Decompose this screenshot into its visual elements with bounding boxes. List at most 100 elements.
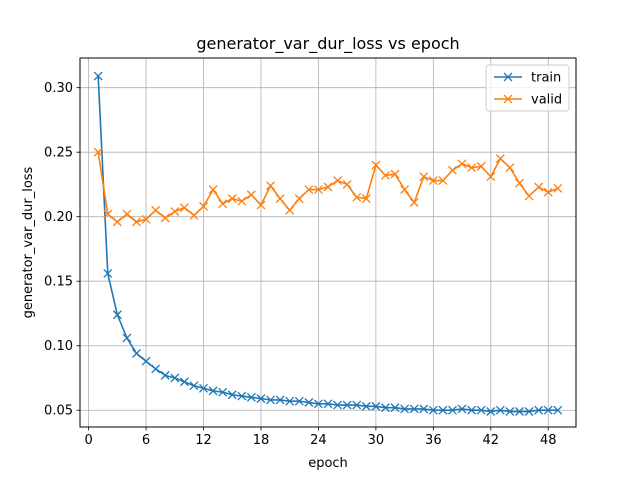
data-point-train bbox=[323, 399, 333, 409]
data-point-train bbox=[218, 387, 228, 397]
data-point-valid bbox=[457, 159, 467, 169]
y-tick-label: 0.20 bbox=[44, 210, 73, 225]
data-point-valid bbox=[256, 200, 266, 210]
data-point-train bbox=[103, 269, 113, 278]
data-point-train bbox=[285, 396, 295, 406]
data-point-valid bbox=[285, 205, 295, 215]
data-point-train bbox=[170, 373, 180, 383]
data-point-valid bbox=[237, 196, 247, 206]
data-point-train bbox=[371, 401, 381, 411]
data-point-valid bbox=[333, 176, 343, 186]
data-point-valid bbox=[495, 154, 505, 164]
y-tick-label: 0.30 bbox=[44, 81, 73, 96]
data-point-valid bbox=[505, 163, 515, 173]
plot-frame bbox=[79, 57, 577, 428]
data-point-train bbox=[524, 407, 534, 416]
data-point-valid bbox=[448, 165, 457, 175]
data-point-train bbox=[151, 364, 161, 374]
data-point-valid bbox=[189, 210, 199, 220]
data-point-train bbox=[208, 386, 218, 396]
x-axis-ticks: 0 6 12 18 24 30 36 42 48 bbox=[84, 427, 557, 448]
y-tick-label: 0.15 bbox=[44, 275, 73, 290]
data-point-train bbox=[160, 370, 170, 380]
data-point-valid bbox=[380, 170, 390, 180]
data-point-valid bbox=[342, 179, 352, 189]
data-point-train bbox=[438, 405, 448, 415]
data-point-train bbox=[448, 405, 457, 415]
data-point-valid bbox=[553, 183, 563, 193]
chart-title: generator_var_dur_loss vs epoch bbox=[196, 34, 459, 54]
data-point-valid bbox=[313, 185, 323, 195]
data-point-valid bbox=[170, 207, 180, 216]
legend-entry-valid: valid bbox=[494, 93, 562, 108]
x-tick-label: 30 bbox=[368, 433, 385, 448]
data-point-train bbox=[266, 395, 276, 405]
data-point-train bbox=[189, 381, 199, 391]
data-point-valid bbox=[400, 185, 410, 195]
data-point-valid bbox=[93, 147, 103, 157]
y-tick-label: 0.10 bbox=[44, 339, 73, 354]
x-tick-label: 0 bbox=[84, 433, 92, 448]
data-point-valid bbox=[304, 185, 314, 195]
data-point-valid bbox=[409, 198, 419, 207]
data-point-train bbox=[400, 404, 410, 414]
data-point-train bbox=[428, 405, 438, 415]
data-point-train bbox=[534, 405, 544, 415]
legend-marker bbox=[503, 72, 513, 82]
data-point-train bbox=[515, 407, 524, 416]
data-point-train bbox=[342, 400, 352, 410]
grid bbox=[80, 58, 576, 427]
data-point-train bbox=[141, 356, 151, 366]
data-point-valid bbox=[515, 178, 524, 188]
data-point-train bbox=[495, 405, 505, 415]
legend-label: train bbox=[531, 71, 561, 86]
data-point-valid bbox=[199, 201, 208, 211]
data-point-valid bbox=[524, 191, 534, 201]
series-train bbox=[93, 71, 563, 416]
data-point-valid bbox=[467, 163, 477, 173]
data-point-train bbox=[93, 71, 103, 81]
data-point-valid bbox=[227, 194, 237, 204]
data-point-train bbox=[476, 405, 486, 415]
data-point-train bbox=[505, 407, 515, 416]
data-point-valid bbox=[266, 181, 276, 191]
x-tick-label: 42 bbox=[483, 433, 500, 448]
data-point-valid bbox=[275, 194, 285, 204]
data-point-valid bbox=[103, 209, 113, 219]
data-point-train bbox=[256, 394, 266, 404]
data-point-train bbox=[553, 405, 563, 415]
data-point-train bbox=[361, 401, 371, 411]
data-point-valid bbox=[438, 176, 448, 186]
data-point-train bbox=[122, 333, 132, 343]
data-point-valid bbox=[323, 182, 333, 192]
data-point-valid bbox=[543, 187, 553, 197]
x-tick-label: 48 bbox=[540, 433, 557, 448]
legend-entry-train: train bbox=[494, 71, 561, 86]
data-point-valid bbox=[486, 172, 496, 182]
data-point-valid bbox=[141, 214, 151, 224]
series-valid bbox=[93, 147, 563, 227]
data-point-valid bbox=[151, 205, 161, 215]
data-point-train bbox=[419, 404, 429, 414]
data-point-train bbox=[313, 399, 323, 409]
data-point-valid bbox=[122, 209, 132, 219]
data-point-valid bbox=[534, 182, 544, 192]
data-point-valid bbox=[428, 176, 438, 186]
legend-marker bbox=[503, 94, 513, 104]
data-point-train bbox=[467, 405, 477, 415]
x-axis-label: epoch bbox=[308, 456, 348, 471]
data-point-valid bbox=[419, 172, 429, 182]
data-point-train bbox=[227, 390, 237, 400]
data-point-train bbox=[304, 398, 314, 407]
y-tick-label: 0.05 bbox=[44, 404, 73, 419]
data-point-valid bbox=[361, 194, 371, 204]
data-point-train bbox=[132, 348, 141, 358]
data-point-valid bbox=[160, 213, 170, 223]
data-point-valid bbox=[371, 160, 381, 170]
legend-label: valid bbox=[531, 93, 562, 108]
data-point-valid bbox=[476, 161, 486, 171]
data-point-train bbox=[275, 395, 285, 405]
data-point-train bbox=[112, 310, 122, 320]
data-point-train bbox=[380, 403, 390, 413]
